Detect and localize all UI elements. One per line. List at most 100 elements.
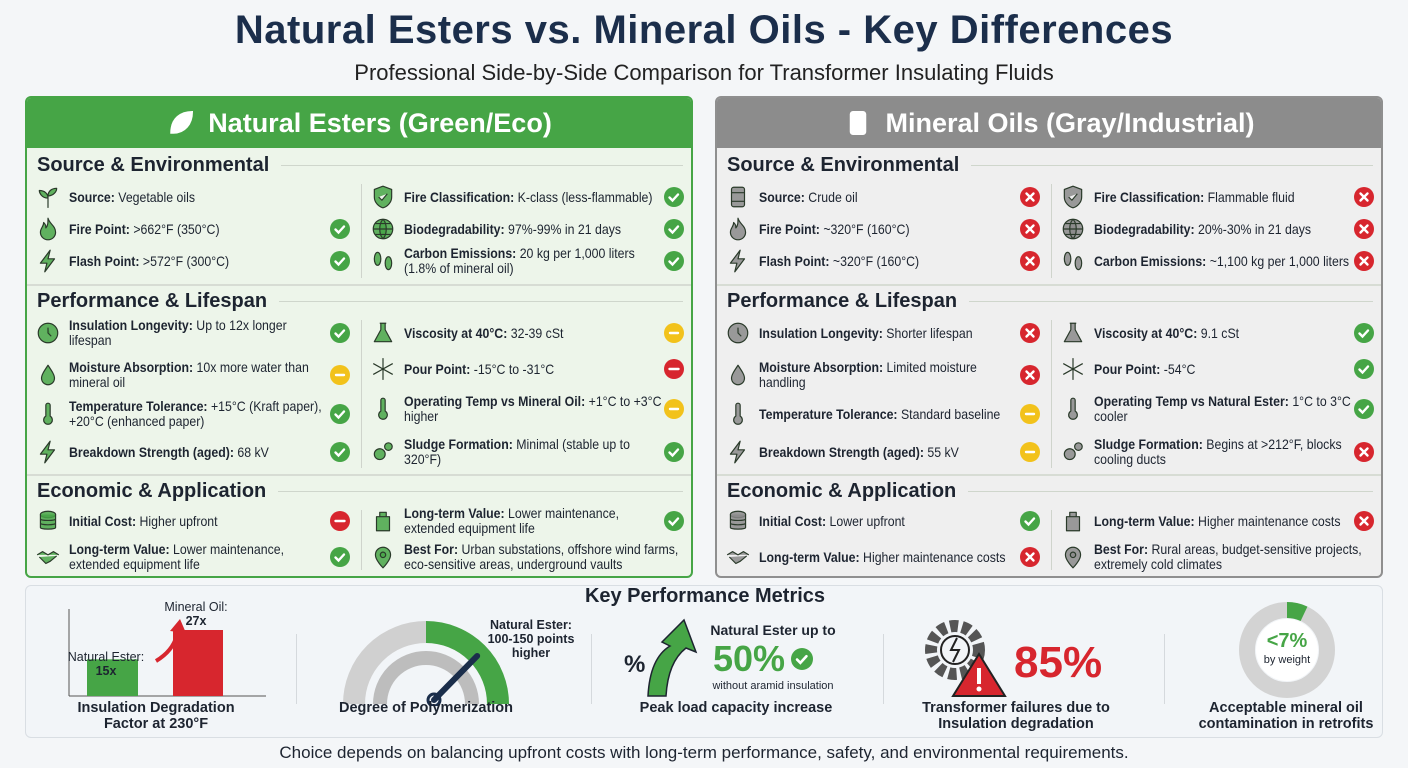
divider: [717, 284, 1381, 286]
item-text: Pour Point: -54°C: [1094, 360, 1352, 377]
metrics-title: Key Performance Metrics: [584, 585, 826, 607]
item-value: Rural areas, budget-sensitive projects, …: [1094, 541, 1362, 572]
item-text: Flash Point: >572°F (300°C): [69, 252, 327, 269]
item-text: Flash Point: ~320°F (160°C): [759, 253, 1017, 269]
list-item: Pour Point: -15°C to -31°C: [370, 356, 662, 382]
panel-header: Mineral Oils (Gray/Industrial): [717, 98, 1381, 148]
item-label: Insulation Longevity:: [69, 317, 193, 333]
item-text: Long-term Value: Higher maintenance cost…: [759, 548, 1017, 565]
list-item: Flash Point: ~320°F (160°C): [725, 248, 1017, 274]
pin-icon: [374, 546, 392, 569]
item-text: Breakdown Strength (aged): 55 kV: [759, 443, 1017, 460]
item-text: Carbon Emissions: 20 kg per 1,000 liters…: [404, 246, 662, 276]
gauge-needle: [431, 652, 481, 703]
list-item: Viscosity at 40°C: 32-39 cSt: [370, 320, 662, 346]
list-item: Insulation Longevity: Shorter lifespan: [725, 320, 1017, 346]
donut-fill: [1239, 602, 1335, 698]
footprints-icon: [373, 251, 393, 271]
globe-icon: [1062, 218, 1084, 240]
section-title: Economic & Application: [37, 480, 683, 503]
item-text: Initial Cost: Lower upfront: [759, 513, 1017, 529]
item-text: Long-term Value: Lower maintenance, exte…: [69, 542, 327, 572]
up-arrow-icon: [647, 618, 698, 697]
item-value: ~1,100 kg per 1,000 liters: [1209, 252, 1350, 269]
shield-icon: [373, 185, 393, 209]
item-label: Source:: [69, 188, 115, 205]
list-item: Fire Point: >662°F (350°C): [35, 216, 327, 242]
item-text: Pour Point: -15°C to -31°C: [404, 361, 662, 377]
gauge-arc-inner: [373, 651, 479, 705]
item-label: Long-term Value:: [1094, 512, 1195, 529]
item-text: Moisture Absorption: 10x more water than…: [69, 360, 327, 390]
peak-load-note: without aramid insulation: [712, 680, 834, 692]
contamination-label: Acceptable mineral oil contamination in …: [1198, 700, 1374, 732]
section-title: Source & Environmental: [727, 154, 1373, 177]
list-item: Biodegradability: 97%-99% in 21 days: [370, 216, 662, 242]
item-label: Pour Point:: [1094, 360, 1161, 377]
natural-esters-panel: Natural Esters (Green/Eco) Source & Envir…: [25, 96, 693, 578]
gauge-arc-gray: [343, 621, 427, 705]
peak-load-value: 50%: [713, 638, 786, 679]
item-label: Viscosity at 40°C:: [404, 324, 508, 341]
gears-icon: [373, 442, 393, 461]
item-value: 20%-30% in 21 days: [1198, 220, 1312, 237]
item-label: Fire Classification:: [404, 188, 515, 205]
item-text: Long-term Value: Higher maintenance cost…: [1094, 512, 1352, 529]
item-value: Standard baseline: [900, 405, 1001, 422]
clock-icon: [37, 322, 59, 344]
item-value: >572°F (300°C): [142, 252, 230, 269]
status-check-icon: [664, 187, 684, 207]
column-divider: [1051, 184, 1052, 278]
item-label: Breakdown Strength (aged):: [759, 443, 924, 460]
status-cross-icon: [1354, 442, 1374, 462]
bolt-icon: [39, 249, 56, 273]
bar-1: [173, 630, 223, 696]
section-title: Economic & Application: [727, 480, 1373, 503]
column-divider: [361, 184, 362, 278]
bolt-icon: [729, 249, 746, 273]
list-item: Insulation Longevity: Up to 12x longer l…: [35, 318, 327, 348]
list-item: Breakdown Strength (aged): 68 kV: [35, 439, 327, 465]
thermometer-icon: [1068, 397, 1078, 420]
polymerization-label: Degree of Polymerization: [338, 700, 514, 716]
list-item: Biodegradability: 20%-30% in 21 days: [1060, 216, 1352, 242]
status-cross-icon: [1020, 251, 1040, 271]
list-item: Moisture Absorption: Limited moisture ha…: [725, 360, 1017, 390]
column-divider: [1051, 320, 1052, 468]
item-value: Begins at >212°F, blocks cooling ducts: [1094, 436, 1342, 467]
item-label: Biodegradability:: [1094, 220, 1195, 237]
handshake-icon: [36, 550, 60, 565]
bolt-icon: [39, 440, 56, 464]
item-text: Fire Classification: Flammable fluid: [1094, 189, 1352, 205]
item-value: Higher maintenance costs: [1198, 512, 1341, 529]
flame-icon: [729, 217, 747, 241]
item-label: Best For:: [404, 541, 459, 557]
coins-icon: [729, 510, 747, 530]
panel-header: Natural Esters (Green/Eco): [27, 98, 691, 148]
item-label: Sludge Formation:: [404, 436, 513, 452]
item-label: Long-term Value:: [759, 548, 860, 565]
list-item: Long-term Value: Lower maintenance, exte…: [370, 506, 662, 536]
page-subtitle: Professional Side-by-Side Comparison for…: [354, 60, 1054, 85]
item-text: Viscosity at 40°C: 32-39 cSt: [404, 324, 662, 341]
item-label: Best For:: [1094, 541, 1149, 557]
item-value: 55 kV: [927, 443, 959, 460]
panel-title: Natural Esters (Green/Eco): [208, 107, 552, 138]
item-label: Insulation Longevity:: [759, 324, 883, 341]
barrel-icon: [730, 186, 746, 208]
divider: [717, 474, 1381, 476]
status-minus-icon: [330, 511, 350, 531]
item-label: Operating Temp vs Mineral Oil:: [404, 393, 586, 409]
item-value: Higher maintenance costs: [863, 548, 1006, 565]
list-item: Temperature Tolerance: Standard baseline: [725, 401, 1017, 427]
broken-gear-warning-icon: [925, 620, 1007, 697]
jug-icon: [375, 511, 391, 532]
list-item: Sludge Formation: Minimal (stable up to …: [370, 437, 662, 467]
status-check-icon: [330, 219, 350, 239]
item-label: Sludge Formation:: [1094, 436, 1203, 452]
item-text: Biodegradability: 20%-30% in 21 days: [1094, 220, 1352, 237]
percent-icon: %: [624, 651, 646, 678]
list-item: Fire Classification: K-class (less-flamm…: [370, 184, 662, 210]
item-value: 20 kg per 1,000 liters (1.8% of mineral …: [404, 245, 635, 276]
list-item: Source: Crude oil: [725, 184, 1017, 210]
